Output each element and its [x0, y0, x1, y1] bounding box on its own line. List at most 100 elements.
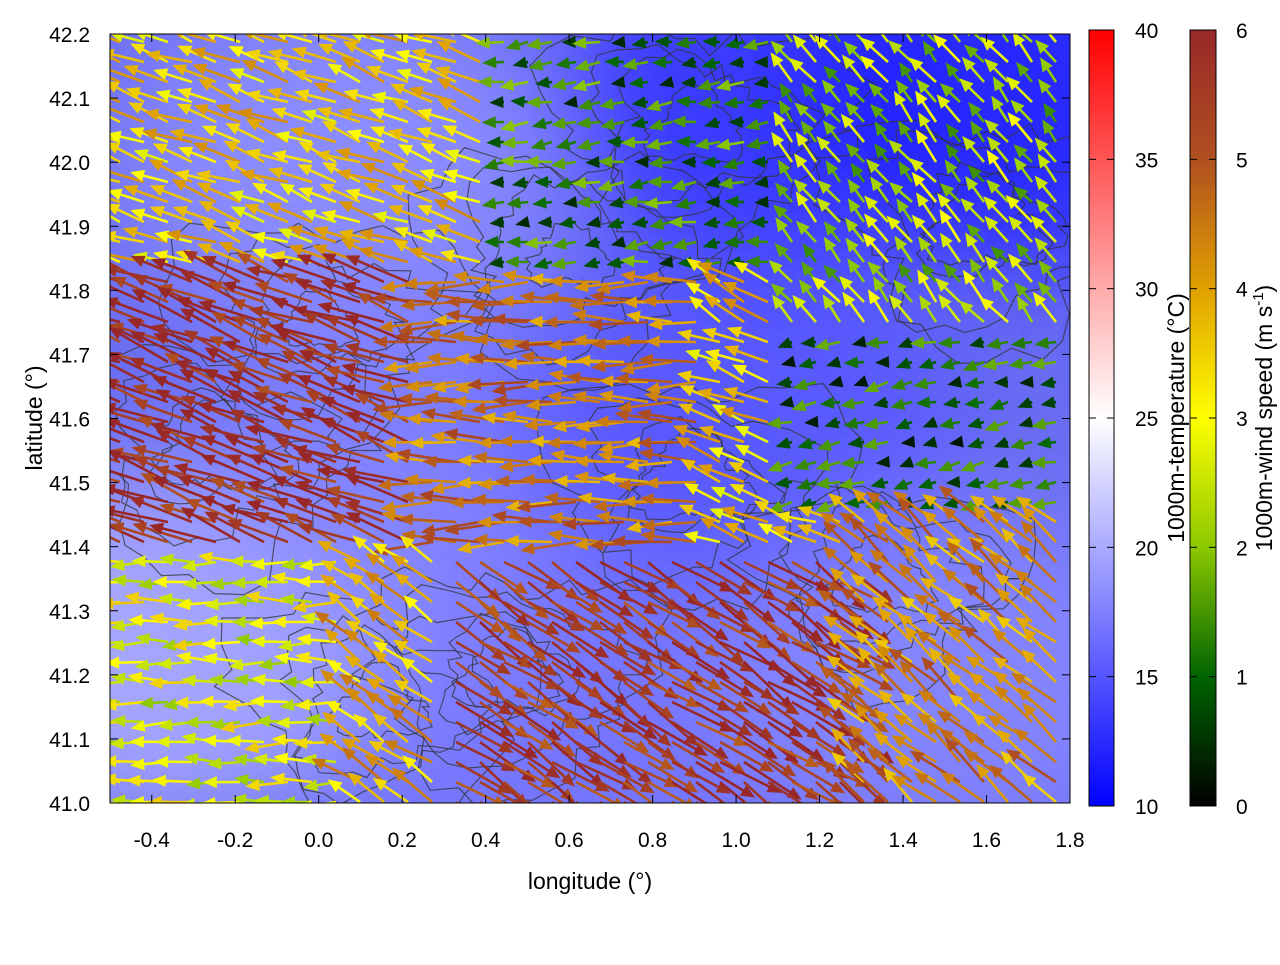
wind-arrow-head [867, 14, 880, 29]
wind-arrow-head [99, 598, 113, 610]
y-tick-label: 41.7 [49, 344, 90, 367]
x-tick-label: 0.4 [471, 829, 501, 852]
wind-arrow-head [101, 231, 116, 243]
temperature-tick-label: 20 [1135, 537, 1158, 560]
temperature-colorbar-label: 1000m-temperature (°C) [1163, 293, 1189, 543]
wind-arrow-head [81, 513, 96, 524]
wind-arrow-head [536, 809, 551, 823]
wind-arrow-shaft [84, 582, 120, 583]
wind-arrow-head [74, 62, 89, 73]
wind-arrow-head [102, 773, 117, 785]
wind-arrow-head [82, 313, 97, 324]
wind-arrow-head [849, 810, 864, 824]
wind-arrow-shaft [744, 802, 792, 834]
wind-tick-label: 0 [1236, 796, 1248, 819]
y-tick-label: 42.1 [49, 88, 90, 111]
y-tick-label: 41.6 [49, 409, 90, 432]
x-tick-label: 1.8 [1055, 829, 1084, 852]
wind-arrow-head [842, 18, 856, 32]
temperature-tick-label: 35 [1135, 149, 1158, 172]
wind-arrow-shaft [672, 802, 722, 831]
wind-arrow-head [59, 442, 74, 454]
wind-colorbar-label-sup: -1 [1250, 292, 1267, 305]
y-tick-label: 41.2 [49, 665, 90, 688]
wind-arrow-head [81, 127, 96, 138]
wind-arrow-shaft [840, 802, 894, 832]
wind-arrow-head [67, 312, 82, 324]
wind-arrow-head [102, 755, 116, 767]
y-tick-label: 42.0 [49, 152, 90, 175]
wind-arrow [816, 802, 870, 833]
y-tick-label: 41.1 [49, 729, 90, 752]
wind-arrow-head [855, 821, 870, 833]
wind-colorbar-label: 1000m-wind speed (m s-1) [1250, 285, 1277, 551]
wind-arrow-head [640, 803, 655, 815]
temperature-tick-label: 15 [1135, 667, 1158, 690]
wind-arrow-head [96, 166, 111, 178]
wind-arrow-head [778, 812, 792, 826]
y-tick-label: 42.2 [49, 24, 90, 47]
wind-arrow-head [88, 204, 103, 216]
y-axis-label: latitude (°) [21, 365, 47, 470]
wind-colorbar-label-main: 1000m-wind speed (m s [1251, 306, 1277, 551]
wind-arrow-head [691, 818, 706, 829]
wind-arrow-head [894, 15, 907, 30]
wind-arrow-head [794, 13, 807, 28]
wind-arrow [744, 802, 794, 836]
wind-arrow-head [53, 304, 68, 316]
wind-arrow-head [655, 803, 670, 816]
wind-arrow-head [809, 805, 824, 818]
wind-arrow-head [78, 459, 93, 470]
wind-tick-label: 3 [1236, 408, 1248, 431]
wind-arrow-head [775, 19, 788, 34]
x-tick-label: 0.6 [555, 829, 584, 852]
wind-arrow-head [78, 773, 93, 785]
wind-arrow-shaft [504, 802, 562, 831]
x-axis-label: longitude (°) [528, 868, 652, 894]
y-tick-label: 41.5 [49, 473, 90, 496]
wind-arrow [768, 802, 820, 831]
x-tick-label: 1.2 [805, 829, 834, 852]
wind-arrow-head [95, 249, 110, 261]
y-tick-label: 41.0 [49, 793, 90, 816]
wind-arrow-head [88, 251, 103, 263]
wind-tick-label: 4 [1236, 279, 1248, 302]
wind-arrow-head [86, 638, 100, 650]
temperature-tick-label: 30 [1135, 279, 1158, 302]
wind-tick-label: 6 [1236, 20, 1248, 43]
wind-arrow-head [874, 815, 888, 829]
wind-arrow-head [610, 831, 625, 845]
x-tick-label: 0.8 [638, 829, 667, 852]
wind-arrow-head [78, 441, 93, 453]
wind-tick-label: 2 [1236, 537, 1248, 560]
wind-arrow-head [80, 503, 95, 515]
wind-arrow-head [586, 833, 600, 847]
wind-tick-label: 1 [1236, 667, 1248, 690]
wind-arrow-head [992, 18, 1005, 33]
wind-arrow-head [97, 64, 112, 75]
wind-arrow-head [90, 735, 104, 747]
wind-arrow-head [157, 22, 172, 34]
wind-arrow-head [90, 375, 105, 387]
wind-arrow-head [940, 17, 954, 32]
wind-arrow [672, 802, 725, 832]
wind-arrow-head [57, 374, 72, 385]
wind-arrow-head [759, 812, 774, 826]
wind-arrow-head [76, 187, 91, 199]
x-tick-label: 0.2 [388, 829, 417, 852]
wind-arrow-head [1032, 13, 1046, 28]
wind-arrow-head [735, 810, 750, 823]
wind-arrow [504, 802, 565, 832]
wind-arrow-head [715, 806, 730, 819]
y-tick-label: 41.4 [49, 537, 90, 560]
y-tick-label: 41.3 [49, 601, 90, 624]
wind-arrow-head [63, 516, 78, 527]
wind-arrow-head [88, 693, 103, 705]
y-tick-label: 41.9 [49, 216, 90, 239]
x-tick-label: -0.4 [134, 829, 171, 852]
y-tick-label: 41.8 [49, 280, 90, 303]
